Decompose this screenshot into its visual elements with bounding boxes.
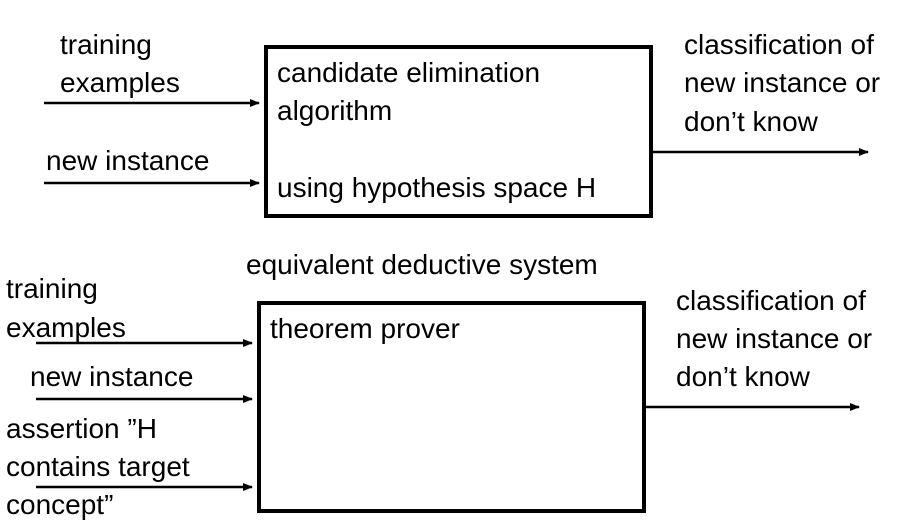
top-input-training-line2: examples bbox=[60, 67, 180, 98]
bottom-input-assertion-line1: assertion ”H bbox=[6, 413, 157, 444]
top-input-training-line1: training bbox=[60, 29, 152, 60]
top-box-line2: algorithm bbox=[277, 95, 393, 126]
bottom-input-assertion-line2: contains target bbox=[6, 451, 190, 482]
bottom-input-new-instance: new instance bbox=[30, 361, 194, 392]
theorem-prover-box bbox=[257, 301, 646, 513]
bottom-input-assertion-line3: concept” bbox=[6, 489, 114, 520]
bottom-box-line1: theorem prover bbox=[270, 313, 460, 344]
bottom-caption: equivalent deductive system bbox=[246, 249, 598, 280]
top-output-line1: classification of bbox=[684, 29, 874, 60]
bottom-output-line2: new instance or bbox=[676, 323, 873, 354]
bottom-input-training-line2: examples bbox=[6, 312, 126, 343]
top-input-new-instance: new instance bbox=[46, 145, 210, 176]
top-box-line1: candidate elimination bbox=[277, 57, 541, 88]
top-box-line3: using hypothesis space H bbox=[277, 172, 597, 203]
bottom-input-training-line1: training bbox=[6, 273, 98, 304]
top-output-line2: new instance or bbox=[684, 67, 881, 98]
candidate-elimination-box bbox=[264, 45, 653, 218]
bottom-output-line1: classification of bbox=[676, 285, 866, 316]
bottom-output-line3: don’t know bbox=[676, 361, 810, 392]
top-output-line3: don’t know bbox=[684, 106, 818, 137]
